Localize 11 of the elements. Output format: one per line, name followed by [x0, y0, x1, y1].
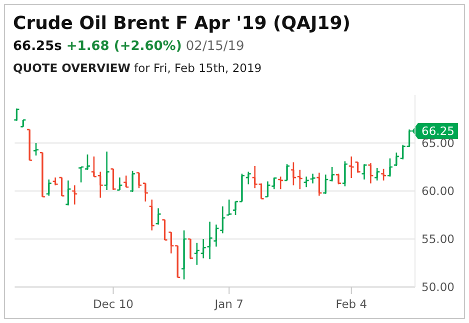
y-tick-label: 55.00	[422, 232, 454, 246]
y-tick-label: 65.00	[422, 136, 454, 150]
text: QUOTE OVERVIEW for Fri, Feb 15th, 2019	[13, 61, 262, 75]
x-tick-label: Feb 4	[336, 297, 368, 311]
y-tick-label: 50.00	[422, 280, 454, 294]
chart-subtitle: 66.25s +1.68 (+2.60%) 02/15/19	[13, 39, 244, 54]
y-tick-label: 60.00	[422, 184, 454, 198]
chart-title: Crude Oil Brent F Apr '19 (QAJ19)	[13, 13, 350, 34]
text: 66.25	[422, 124, 454, 138]
x-tick-label: Dec 10	[92, 297, 134, 311]
x-tick-label: Jan 7	[214, 297, 244, 311]
